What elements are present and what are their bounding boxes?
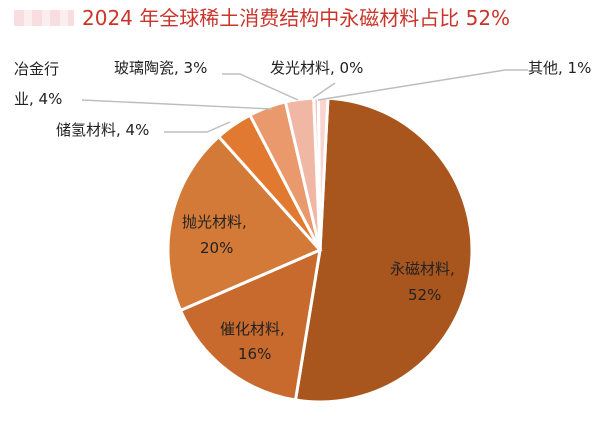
pie-slice-0 <box>293 96 474 404</box>
slice-label-qita: 其他, 1% <box>528 59 591 77</box>
slice-label-cuihua-value: 16% <box>238 345 271 363</box>
leader-line-faguang <box>312 82 336 99</box>
title-marker-decoration <box>14 10 74 26</box>
slice-label-cuihua-name: 催化材料, <box>220 320 285 338</box>
pie-slice-1 <box>178 247 322 402</box>
slice-label-yejin-line1: 冶金行 <box>14 60 59 78</box>
slice-label-paoguang-name: 抛光材料, <box>182 213 247 231</box>
pie-slice-2 <box>166 134 323 313</box>
chart-title: 2024 年全球稀土消费结构中永磁材料占比 52% <box>82 6 511 30</box>
slice-label-yongci-value: 52% <box>408 286 441 304</box>
leader-line-chuqing <box>164 121 231 133</box>
chart-title-row: 2024 年全球稀土消费结构中永磁材料占比 52% <box>14 4 604 32</box>
slice-label-yejin-line2: 业, 4% <box>14 90 62 108</box>
slice-label-boli: 玻璃陶瓷, 3% <box>114 59 207 77</box>
slice-label-paoguang-value: 20% <box>200 239 233 257</box>
slice-label-faguang: 发光材料, 0% <box>270 59 363 77</box>
slice-label-chuqing: 储氢材料, 4% <box>56 121 149 139</box>
leader-line-yejin <box>81 99 273 110</box>
slice-label-yongci-name: 永磁材料, <box>390 260 455 278</box>
leader-line-qita <box>317 69 528 101</box>
leader-line-boli <box>222 73 299 101</box>
